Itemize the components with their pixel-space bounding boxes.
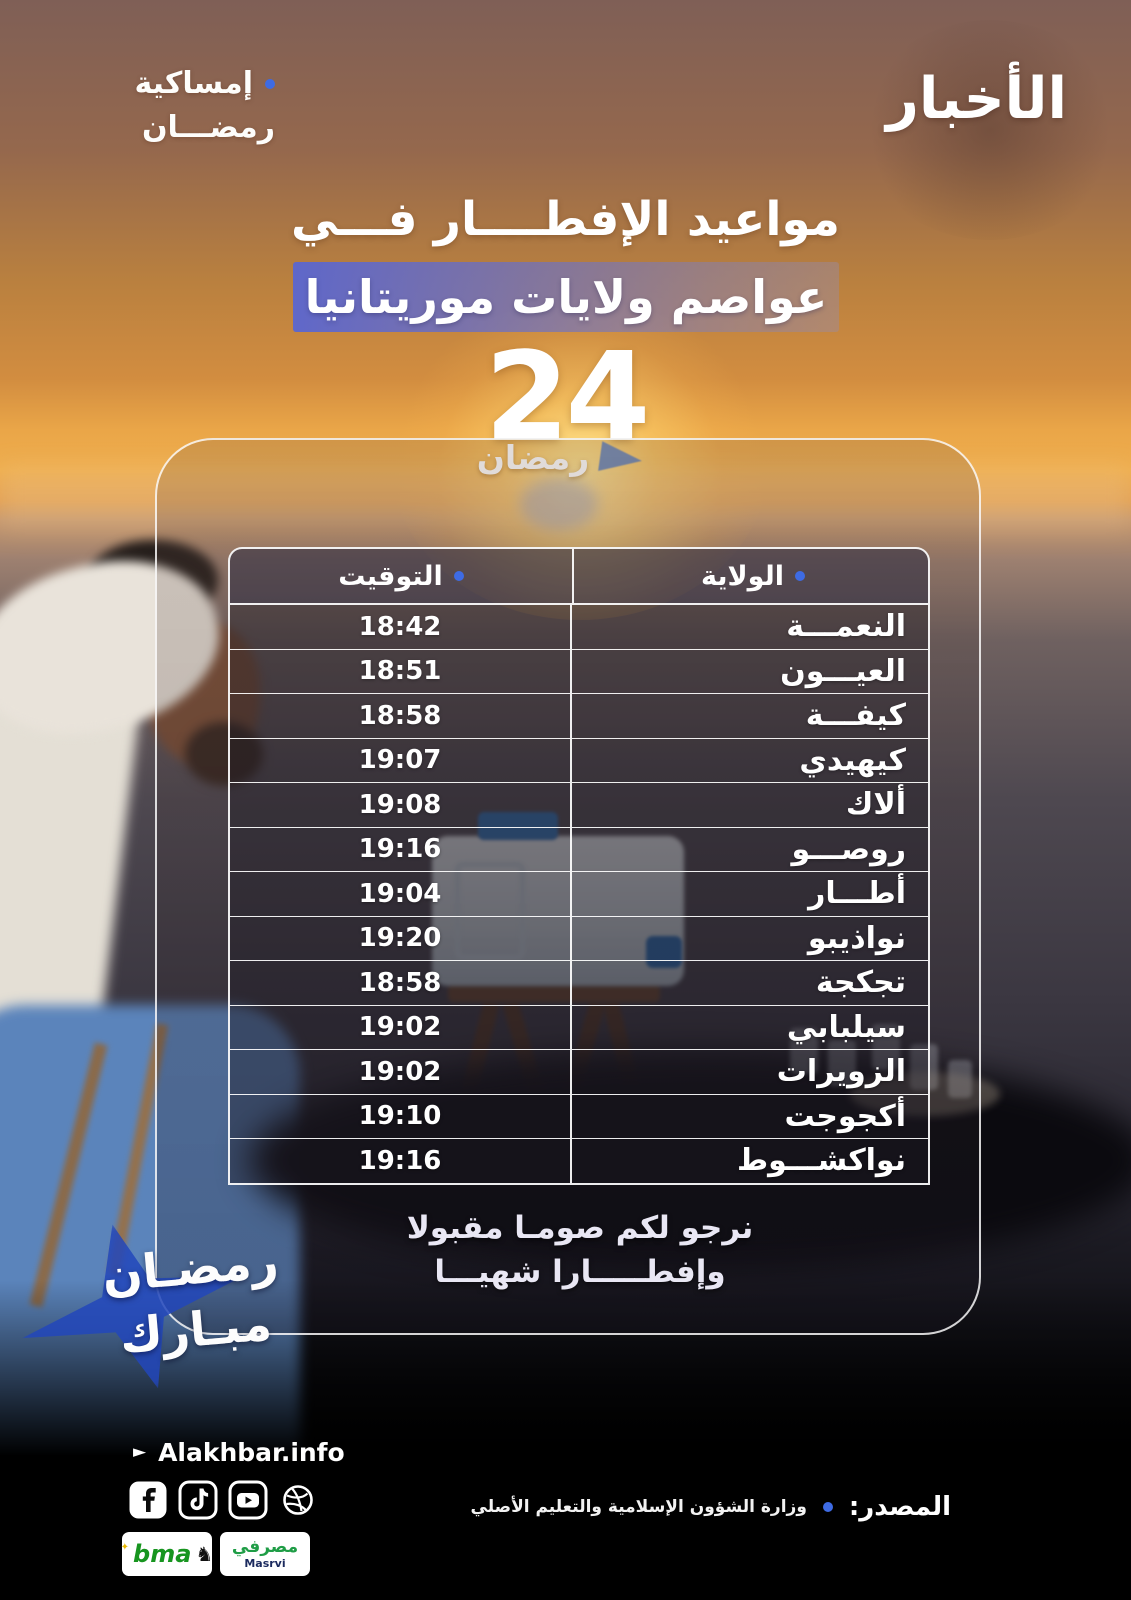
wilaya-cell: كيهيدي	[570, 738, 928, 782]
bma-logo[interactable]: ✦ bma ♞	[120, 1532, 214, 1576]
time-cell: 18:58	[358, 967, 442, 998]
wilaya-cell: كيفـــة	[570, 694, 928, 738]
tiktok-icon[interactable]	[178, 1480, 218, 1520]
stool-seat	[448, 984, 660, 1002]
iftar-table-silhouette	[250, 1050, 1131, 1270]
table-row: 19:04 أطـــار	[230, 871, 928, 916]
wilaya-cell: العيـــون	[570, 649, 928, 693]
imsakia-line2: رمضـــان	[141, 110, 275, 145]
poster-title-line2: عواصم ولايات موريتانيا	[304, 270, 828, 324]
bma-horse-icon: ♞	[195, 1542, 214, 1566]
imsakia-ramadan-label: إمساكية رمضـــان	[85, 62, 275, 150]
table-row: 19:16 نواكشـــوط	[230, 1138, 928, 1183]
ramadan-mubarak-calligraphy: رمضـان مبـارك	[100, 1233, 281, 1365]
website-link[interactable]: ► Alakhbar.info	[133, 1438, 345, 1467]
source-attribution: المصدر: وزارة الشؤون الإسلامية والتعليم …	[471, 1492, 952, 1522]
alakhbar-logo: الأخبار	[886, 66, 1068, 132]
bullet-dot	[453, 571, 464, 581]
table-row: 18:51 العيـــون	[230, 648, 928, 693]
table-row: 19:07 كيهيدي	[230, 737, 928, 782]
source-value: وزارة الشؤون الإسلامية والتعليم الأصلي	[470, 1497, 807, 1517]
facebook-icon[interactable]	[128, 1480, 168, 1520]
glass	[828, 1040, 856, 1086]
glass	[910, 1044, 938, 1090]
water-cooler-tap	[646, 936, 682, 968]
bma-star-accent: ✦	[120, 1541, 130, 1553]
bokeh-shadow	[860, 20, 1120, 240]
time-cell: 19:07	[358, 745, 442, 776]
time-cell: 19:20	[358, 923, 442, 954]
table-row: 18:42 النعمـــة	[230, 605, 928, 649]
wilaya-cell: أطـــار	[570, 872, 928, 916]
glass	[872, 1024, 900, 1070]
table-row: 18:58 تجكجة	[230, 960, 928, 1005]
imsakia-line1: إمساكية	[134, 66, 253, 101]
time-cell: 19:08	[358, 789, 442, 820]
table-row: 19:02 الزويرات	[230, 1049, 928, 1094]
sponsor-logos: ✦ bma ♞ مصرفي Masrvi	[120, 1532, 310, 1576]
table-header: التوقيت الولاية	[228, 547, 930, 605]
source-label: المصدر:	[848, 1492, 951, 1522]
time-cell: 18:42	[358, 611, 442, 642]
ramadan-month-label: رمضان	[468, 438, 598, 477]
wilaya-cell: أكجوجت	[570, 1094, 928, 1138]
table-row: 19:02 سيلبابي	[230, 1004, 928, 1049]
bullet-dot	[265, 79, 275, 89]
poster-title-line1: مواعيد الإفطــــار فـــي	[291, 192, 840, 247]
water-cooler	[432, 836, 684, 986]
table-row: 18:58 كيفـــة	[230, 693, 928, 738]
table-row: 19:08 ألاك	[230, 782, 928, 827]
time-cell: 18:51	[358, 656, 442, 687]
time-cell: 19:10	[358, 1101, 442, 1132]
wilaya-cell: الزويرات	[570, 1050, 928, 1094]
social-icons	[128, 1480, 318, 1520]
dribbble-icon[interactable]	[278, 1480, 318, 1520]
sun-disc	[520, 478, 598, 530]
wilaya-cell: نواكشـــوط	[570, 1139, 928, 1183]
wilaya-cell: نواذيبو	[570, 916, 928, 960]
wilaya-cell: النعمـــة	[570, 605, 928, 649]
time-cell: 19:16	[358, 1145, 442, 1176]
iftar-times-table: التوقيت الولاية 18:42 النعمـــة 18:51 ال…	[228, 547, 930, 1185]
play-icon: ►	[133, 1442, 147, 1462]
glass	[948, 1060, 972, 1098]
table-body: 18:42 النعمـــة 18:51 العيـــون 18:58 كي…	[228, 605, 930, 1185]
wilaya-cell: سيلبابي	[570, 1005, 928, 1049]
header-wilaya: الولاية	[572, 549, 932, 603]
ramadan-day-number: 24	[484, 326, 651, 468]
wilaya-cell: تجكجة	[570, 961, 928, 1005]
bullet-dot	[822, 1502, 833, 1512]
masrvi-logo[interactable]: مصرفي Masrvi	[220, 1532, 310, 1576]
glass	[790, 1028, 818, 1074]
man-beard	[185, 722, 263, 786]
title-highlight-box	[293, 262, 839, 332]
time-cell: 19:04	[358, 878, 442, 909]
table-row: 19:20 نواذيبو	[230, 915, 928, 960]
water-cooler-cap	[478, 812, 558, 840]
wilaya-cell: روصـــو	[570, 827, 928, 871]
website-url: Alakhbar.info	[158, 1438, 345, 1467]
time-cell: 19:16	[358, 834, 442, 865]
water-cooler-window	[455, 862, 525, 960]
dua-text: نرجو لكم صومـا مقبولا وإفطـــــارا شهيــ…	[406, 1210, 754, 1290]
header-time: التوقيت	[230, 549, 572, 603]
bullet-dot	[794, 571, 805, 581]
youtube-icon[interactable]	[228, 1480, 268, 1520]
table-row: 19:10 أكجوجت	[230, 1093, 928, 1138]
table-row: 19:16 روصـــو	[230, 826, 928, 871]
time-cell: 18:58	[358, 700, 442, 731]
wilaya-cell: ألاك	[570, 783, 928, 827]
time-cell: 19:02	[358, 1012, 442, 1043]
time-cell: 19:02	[358, 1056, 442, 1087]
